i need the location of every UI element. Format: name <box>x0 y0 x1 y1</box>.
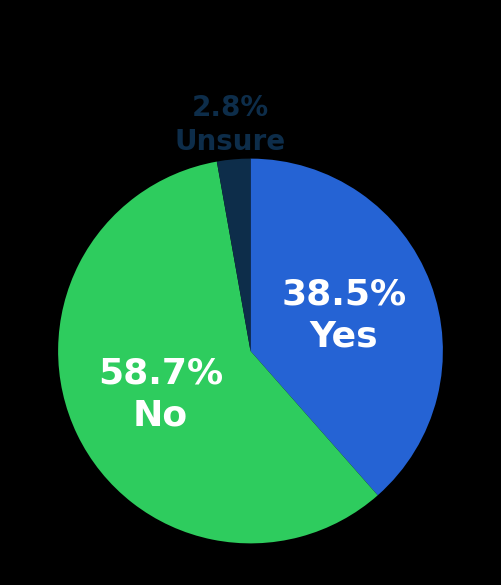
Wedge shape <box>250 159 443 495</box>
Text: 2.8%
Unsure: 2.8% Unsure <box>175 94 286 156</box>
Wedge shape <box>58 161 378 543</box>
Wedge shape <box>217 159 250 351</box>
Text: 38.5%
Yes: 38.5% Yes <box>282 278 407 354</box>
Text: 58.7%
No: 58.7% No <box>98 356 223 432</box>
